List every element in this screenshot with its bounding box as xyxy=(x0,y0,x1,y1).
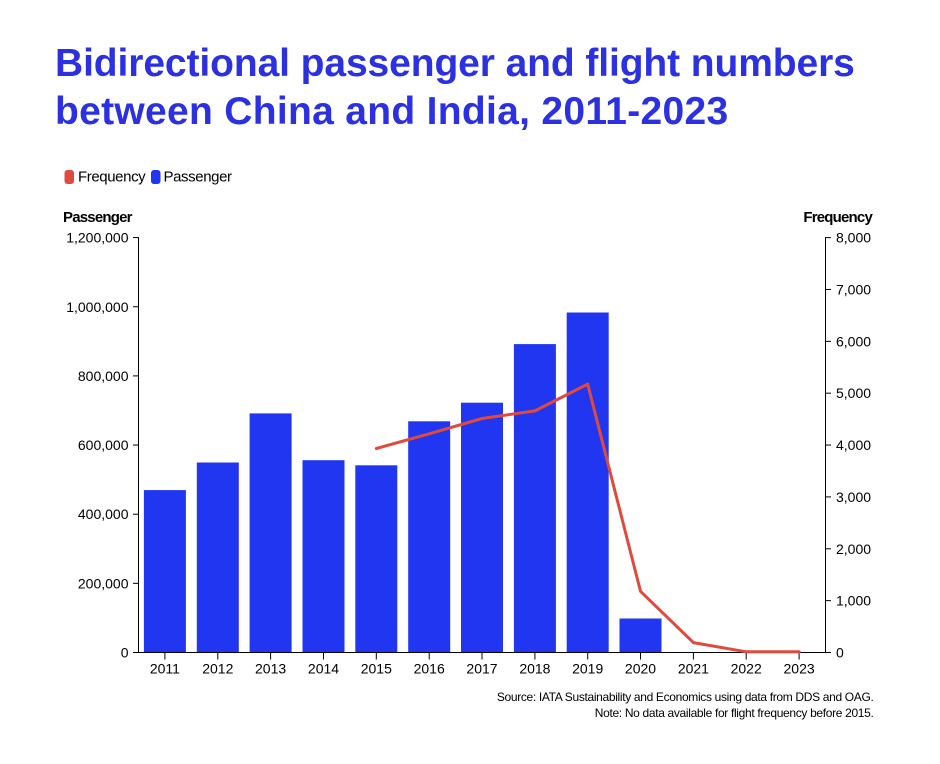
svg-text:2017: 2017 xyxy=(466,661,497,677)
svg-text:2018: 2018 xyxy=(519,661,550,677)
svg-text:2013: 2013 xyxy=(255,661,286,677)
svg-text:Note: No data available for fl: Note: No data available for flight frequ… xyxy=(595,706,874,720)
svg-text:2014: 2014 xyxy=(308,661,339,677)
svg-text:1,000: 1,000 xyxy=(836,593,871,609)
svg-text:2015: 2015 xyxy=(361,661,392,677)
svg-text:2016: 2016 xyxy=(414,661,445,677)
svg-text:Source: IATA Sustainability an: Source: IATA Sustainability and Economic… xyxy=(497,690,874,704)
svg-text:0: 0 xyxy=(836,645,844,661)
svg-text:2012: 2012 xyxy=(202,661,233,677)
svg-text:8,000: 8,000 xyxy=(836,230,871,246)
svg-text:4,000: 4,000 xyxy=(836,437,871,453)
svg-text:7,000: 7,000 xyxy=(836,281,871,297)
svg-text:0: 0 xyxy=(121,645,129,661)
svg-text:Passenger: Passenger xyxy=(63,209,133,226)
svg-text:1,000,000: 1,000,000 xyxy=(66,299,128,315)
svg-text:2023: 2023 xyxy=(784,661,815,677)
svg-text:2022: 2022 xyxy=(731,661,762,677)
svg-text:2020: 2020 xyxy=(625,661,656,677)
svg-text:3,000: 3,000 xyxy=(836,489,871,505)
svg-text:600,000: 600,000 xyxy=(78,437,129,453)
svg-text:Bidirectional passenger and fl: Bidirectional passenger and flight numbe… xyxy=(55,42,855,85)
svg-text:2011: 2011 xyxy=(150,661,180,677)
svg-text:5,000: 5,000 xyxy=(836,385,871,401)
svg-text:200,000: 200,000 xyxy=(78,575,129,591)
svg-text:2021: 2021 xyxy=(678,661,709,677)
svg-text:2,000: 2,000 xyxy=(836,541,871,557)
svg-text:800,000: 800,000 xyxy=(78,368,129,384)
svg-text:400,000: 400,000 xyxy=(78,506,129,522)
svg-text:between China and India, 2011-: between China and India, 2011-2023 xyxy=(55,90,728,133)
svg-text:2019: 2019 xyxy=(572,661,603,677)
svg-text:Frequency: Frequency xyxy=(78,168,146,185)
svg-text:Frequency: Frequency xyxy=(803,209,873,226)
svg-text:6,000: 6,000 xyxy=(836,333,871,349)
svg-text:1,200,000: 1,200,000 xyxy=(66,230,128,246)
svg-text:Passenger: Passenger xyxy=(164,168,233,185)
